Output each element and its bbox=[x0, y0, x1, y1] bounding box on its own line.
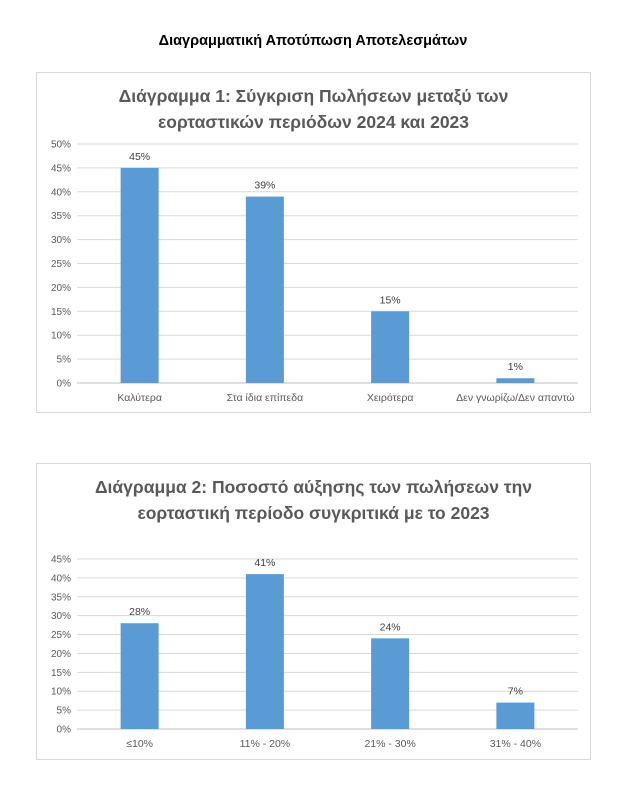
chart-1-y-tick-label: 30% bbox=[51, 235, 71, 246]
chart-2-y-tick-label: 35% bbox=[51, 592, 71, 603]
chart-1-category-label-1: Καλύτερα bbox=[117, 392, 162, 404]
chart-2-y-tick-label: 40% bbox=[51, 573, 71, 584]
chart-1: Διάγραμμα 1: Σύγκριση Πωλήσεων μεταξύ τω… bbox=[36, 72, 591, 413]
chart-1-y-tick-label: 25% bbox=[51, 259, 71, 270]
chart-1-y-tick-label: 40% bbox=[51, 187, 71, 198]
chart-2-y-tick-label: 0% bbox=[57, 725, 72, 736]
chart-1-title-line-1: Διάγραμμα 1: Σύγκριση Πωλήσεων μεταξύ τω… bbox=[118, 86, 509, 106]
chart-2-category-label-2: 11% - 20% bbox=[240, 738, 291, 750]
chart-2-data-label-1: 28% bbox=[129, 606, 150, 618]
chart-2-bar-2 bbox=[245, 574, 284, 729]
chart-2-y-tick-label: 20% bbox=[51, 649, 71, 660]
chart-1-y-tick-label: 35% bbox=[51, 211, 71, 222]
chart-1-data-label-2: 39% bbox=[254, 180, 275, 192]
chart-1-y-tick-label: 0% bbox=[57, 379, 72, 390]
chart-1-bar-3 bbox=[371, 311, 410, 383]
chart-1-y-tick-label: 20% bbox=[51, 283, 71, 294]
chart-2-data-label-3: 24% bbox=[380, 621, 401, 633]
chart-2-bar-1 bbox=[120, 623, 159, 729]
chart-1-title-line-2: εορταστικών περιόδων 2024 και 2023 bbox=[157, 112, 470, 132]
chart-2-y-tick-label: 10% bbox=[51, 687, 71, 698]
chart-1-title: Διάγραμμα 1: Σύγκριση Πωλήσεων μεταξύ τω… bbox=[37, 83, 590, 135]
chart-2-y-tick-label: 5% bbox=[57, 706, 72, 717]
chart-2-data-label-4: 7% bbox=[508, 686, 523, 698]
chart-1-category-label-3: Χειρότερα bbox=[367, 392, 414, 404]
chart-2-y-tick-label: 15% bbox=[51, 668, 71, 679]
page-heading: Διαγραμματική Αποτύπωση Αποτελεσμάτων bbox=[158, 33, 468, 49]
chart-2-data-label-2: 41% bbox=[254, 557, 275, 569]
chart-2-y-tick-label: 45% bbox=[51, 555, 71, 566]
chart-2-y-tick-label: 30% bbox=[51, 611, 71, 622]
chart-2-y-tick-label: 25% bbox=[51, 630, 71, 641]
chart-1-y-tick-label: 45% bbox=[51, 163, 71, 174]
chart-2-title: Διάγραμμα 2: Ποσοστό αύξησης των πωλήσεω… bbox=[37, 474, 590, 526]
chart-1-y-tick-label: 50% bbox=[51, 140, 71, 151]
chart-2-bar-3 bbox=[371, 638, 410, 729]
chart-2-title-line-2: εορταστική περίοδο συγκριτικά με το 2023 bbox=[137, 503, 490, 523]
chart-2-category-label-4: 31% - 40% bbox=[490, 738, 541, 750]
chart-2-category-label-1: ≤10% bbox=[126, 738, 153, 750]
chart-1-y-tick-label: 10% bbox=[51, 331, 71, 342]
chart-1-data-label-1: 45% bbox=[129, 151, 150, 163]
chart-2: Διάγραμμα 2: Ποσοστό αύξησης των πωλήσεω… bbox=[36, 463, 591, 760]
chart-1-bar-1 bbox=[120, 167, 159, 383]
chart-2-bar-4 bbox=[496, 702, 535, 729]
chart-1-category-label-2: Στα ίδια επίπεδα bbox=[227, 392, 304, 404]
chart-2-plot: 0% 5% 10% 15% 20% 25% 30% 35% 40% 45% 28% ≤10% 41% 11… bbox=[51, 555, 578, 750]
chart-2-title-line-1: Διάγραμμα 2: Ποσοστό αύξησης των πωλήσεω… bbox=[94, 477, 533, 497]
chart-1-category-label-4: Δεν γνωρίζω/Δεν απαντώ bbox=[456, 392, 574, 404]
chart-1-data-label-3: 15% bbox=[380, 294, 401, 306]
chart-1-bar-2 bbox=[245, 196, 284, 383]
chart-1-y-tick-label: 5% bbox=[57, 355, 72, 366]
chart-1-y-tick-label: 15% bbox=[51, 307, 71, 318]
chart-1-bar-4 bbox=[496, 378, 535, 383]
chart-2-category-label-3: 21% - 30% bbox=[364, 738, 415, 750]
chart-1-plot: 0% 5% 10% 15% 20% 25% 30% 35% 40% 45% 50% 45% Καλύτε… bbox=[51, 140, 578, 404]
chart-1-data-label-4: 1% bbox=[508, 361, 523, 373]
